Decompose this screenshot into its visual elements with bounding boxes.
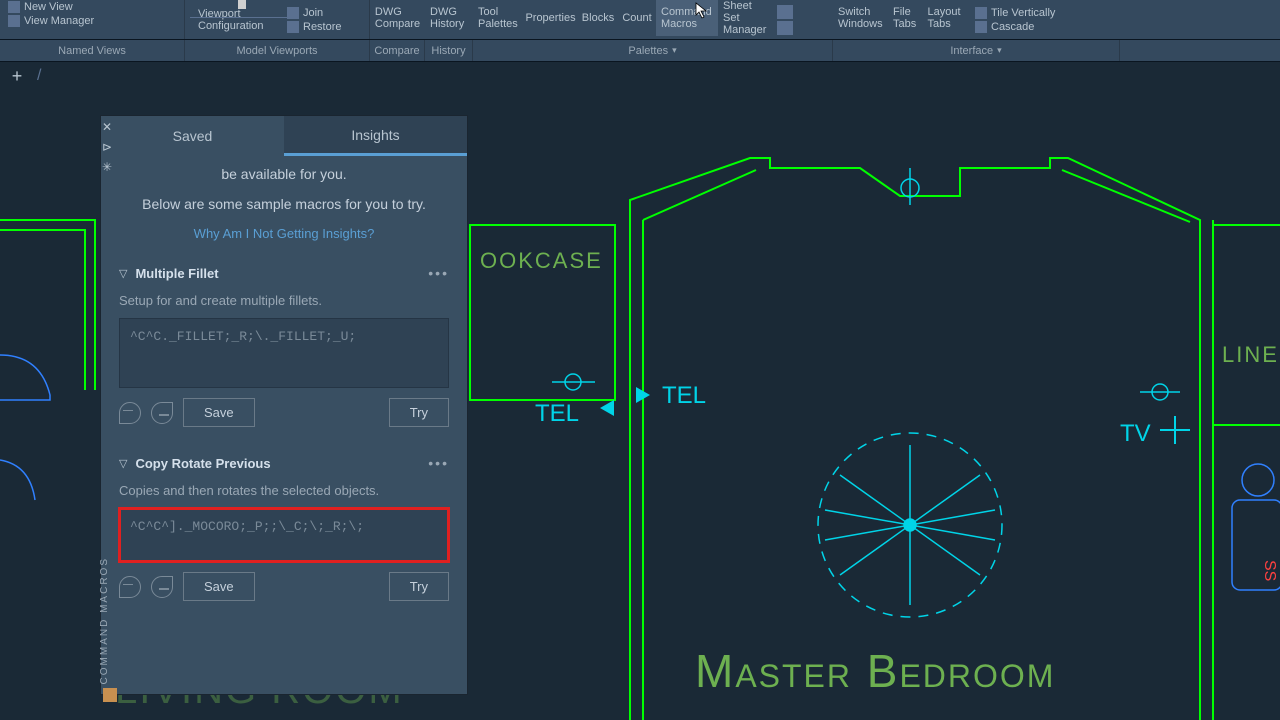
view-manager-button[interactable]: View Manager <box>4 14 98 28</box>
tel-label-left: TEL <box>535 400 579 428</box>
command-macros-button[interactable]: Command Macros <box>656 0 718 36</box>
group-model-viewports: Model Viewports <box>185 40 370 61</box>
macro-card: ▽ Multiple Fillet ••• Setup for and crea… <box>119 259 449 437</box>
menu-icon[interactable]: ✳ <box>99 160 115 174</box>
tile-vertically-button[interactable]: Tile Vertically <box>971 6 1059 20</box>
group-named-views: Named Views <box>0 40 185 61</box>
properties-button[interactable]: Properties <box>523 0 578 36</box>
new-view-button[interactable]: New View <box>4 0 77 14</box>
cascade-button[interactable]: Cascade <box>971 20 1059 34</box>
file-tabstrip: + / <box>0 62 1280 90</box>
horizontal-ruler[interactable] <box>190 0 290 18</box>
macro-title: Multiple Fillet <box>135 266 428 281</box>
count-button[interactable]: Count <box>618 0 656 36</box>
macro-header[interactable]: ▽ Copy Rotate Previous ••• <box>119 449 449 477</box>
more-icon[interactable]: ••• <box>428 455 449 471</box>
sheet-set-manager-button[interactable]: Sheet Set Manager <box>718 0 773 36</box>
tool-palettes-button[interactable]: Tool Palettes <box>473 0 523 36</box>
blocks-button[interactable]: Blocks <box>578 0 618 36</box>
macro-code-highlighted[interactable]: ^C^C^]._MOCORO;_P;;\_C;\;_R;\; <box>119 508 449 562</box>
more-icon[interactable]: ••• <box>428 265 449 281</box>
macro-description: Setup for and create multiple fillets. <box>119 287 449 318</box>
macro-title: Copy Rotate Previous <box>135 456 428 471</box>
bookcase-label: OOKCASE <box>480 248 603 274</box>
restore-button[interactable]: Restore <box>283 20 346 34</box>
save-button[interactable]: Save <box>183 572 255 601</box>
tel-label-right: TEL <box>662 382 706 410</box>
panel-title-vertical: COMMAND MACROS <box>99 557 110 684</box>
pin-icon[interactable]: ⊳ <box>99 140 115 154</box>
ss-label: SS <box>1260 560 1278 581</box>
thumbs-up-icon[interactable] <box>119 402 141 424</box>
intro-text-2: Below are some sample macros for you to … <box>119 196 449 212</box>
thumbs-down-icon[interactable] <box>151 576 173 598</box>
macro-card: ▽ Copy Rotate Previous ••• Copies and th… <box>119 449 449 611</box>
macro-code[interactable]: ^C^C._FILLET;_R;\._FILLET;_U; <box>119 318 449 388</box>
tab-saved[interactable]: Saved <box>101 116 284 156</box>
chevron-down-icon: ▽ <box>119 267 127 280</box>
tab-separator: / <box>37 67 41 85</box>
macro-description: Copies and then rotates the selected obj… <box>119 477 449 508</box>
thumbs-down-icon[interactable] <box>151 402 173 424</box>
save-button[interactable]: Save <box>183 398 255 427</box>
palette-icon[interactable] <box>777 21 793 35</box>
ruler-handle[interactable] <box>238 0 246 9</box>
ribbon-group-labels: Named Views Model Viewports Compare Hist… <box>0 40 1280 62</box>
file-tabs-button[interactable]: File Tabs <box>888 0 923 36</box>
join-button[interactable]: Join <box>283 6 346 20</box>
chevron-down-icon: ▽ <box>119 457 127 470</box>
group-interface[interactable]: Interface <box>833 40 1120 61</box>
tv-label: TV <box>1120 420 1151 448</box>
panel-icon <box>103 688 117 702</box>
switch-windows-button[interactable]: Switch Windows <box>833 0 888 36</box>
intro-text-1: be available for you. <box>119 166 449 182</box>
linen-label: LINEN <box>1222 342 1280 368</box>
dwg-compare-button[interactable]: DWG Compare <box>370 0 425 36</box>
group-compare: Compare <box>370 40 425 61</box>
thumbs-up-icon[interactable] <box>119 576 141 598</box>
add-tab-button[interactable]: + <box>5 65 29 87</box>
master-bedroom-label: Master Bedroom <box>695 644 1055 698</box>
layout-tabs-button[interactable]: Layout Tabs <box>923 0 965 36</box>
insights-help-link[interactable]: Why Am I Not Getting Insights? <box>119 226 449 241</box>
group-palettes[interactable]: Palettes <box>473 40 833 61</box>
tab-insights[interactable]: Insights <box>284 116 467 156</box>
command-macros-panel: ✕ ⊳ ✳ COMMAND MACROS Saved Insights be a… <box>100 115 468 695</box>
palette-icon[interactable] <box>777 5 793 19</box>
group-history: History <box>425 40 473 61</box>
macro-header[interactable]: ▽ Multiple Fillet ••• <box>119 259 449 287</box>
try-button[interactable]: Try <box>389 572 449 601</box>
try-button[interactable]: Try <box>389 398 449 427</box>
dwg-history-button[interactable]: DWG History <box>425 0 473 36</box>
close-icon[interactable]: ✕ <box>99 120 115 134</box>
